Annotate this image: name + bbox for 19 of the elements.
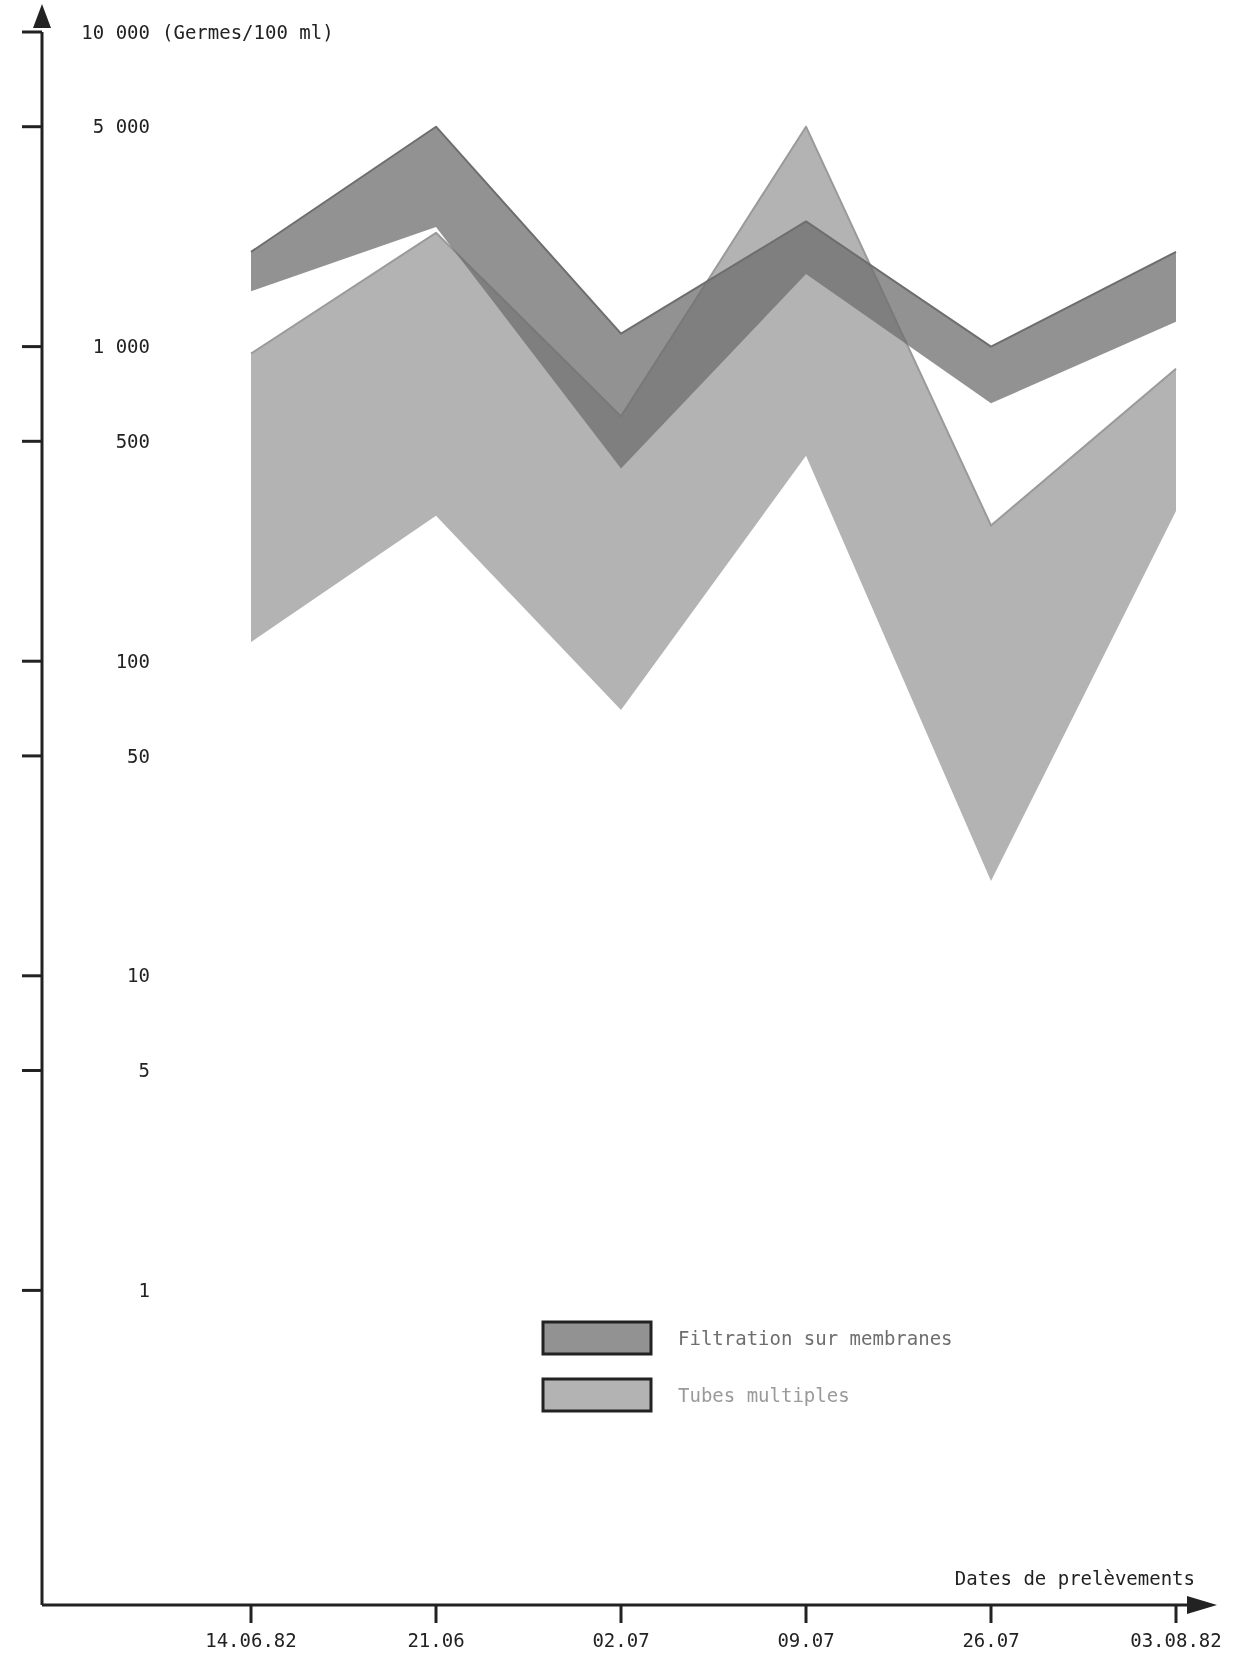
y-tick-label: 1 <box>138 1279 150 1302</box>
y-tick-label: 1 000 <box>92 335 150 358</box>
x-tick-label: 03.08.82 <box>1130 1629 1222 1651</box>
x-tick-label: 09.07 <box>777 1629 835 1651</box>
y-tick-label: 5 <box>138 1059 150 1082</box>
y-tick-label: 5 000 <box>92 115 150 138</box>
y-tick-label: 10 000 <box>81 20 150 43</box>
y-tick-label: 10 <box>127 964 150 987</box>
x-tick-label: 14.06.82 <box>205 1629 297 1651</box>
x-tick-label: 26.07 <box>962 1629 1020 1651</box>
y-axis-title: (Germes/100 ml) <box>162 20 334 43</box>
x-tick-label: 02.07 <box>592 1629 650 1651</box>
text: Tubes multiples <box>678 1383 850 1406</box>
text: Filtration sur membranes <box>678 1326 953 1349</box>
x-axis-title: Dates de prelèvements <box>954 1567 1195 1589</box>
x-tick-label: 21.06 <box>407 1629 465 1651</box>
y-tick-label: 100 <box>115 649 150 672</box>
y-tick-label: 50 <box>127 744 150 767</box>
y-tick-label: 500 <box>115 429 150 452</box>
